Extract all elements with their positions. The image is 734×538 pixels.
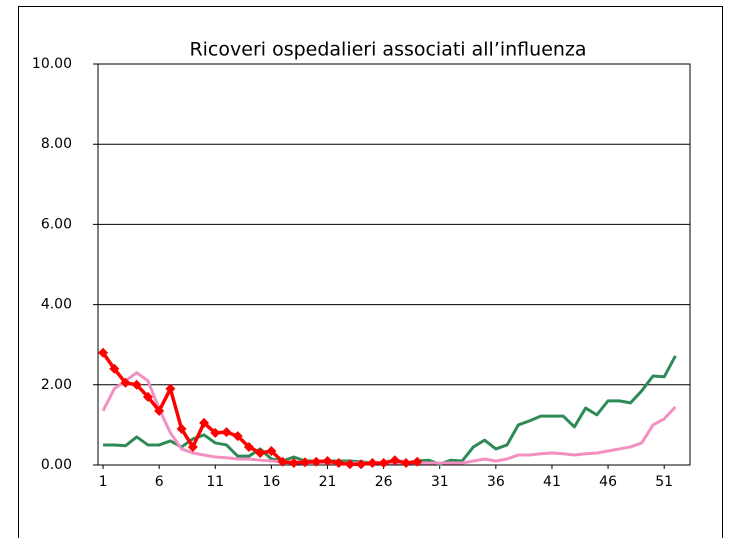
y-tick-label: 4.00 bbox=[41, 297, 72, 313]
x-tick-label: 6 bbox=[155, 474, 164, 490]
x-tick-label: 1 bbox=[99, 474, 108, 490]
y-tick-label: 10.00 bbox=[32, 56, 72, 72]
y-tick-label: 0.00 bbox=[41, 457, 72, 473]
data-point bbox=[187, 441, 198, 452]
data-point bbox=[300, 457, 311, 468]
y-tick-label: 8.00 bbox=[41, 136, 72, 152]
data-point bbox=[311, 456, 322, 467]
data-point bbox=[142, 391, 153, 402]
data-point bbox=[232, 431, 243, 442]
data-point bbox=[176, 423, 187, 434]
y-tick-label: 6.00 bbox=[41, 216, 72, 232]
data-point bbox=[109, 363, 120, 374]
data-point bbox=[288, 457, 299, 468]
data-point bbox=[98, 347, 109, 358]
data-point bbox=[333, 457, 344, 468]
data-point bbox=[378, 457, 389, 468]
x-tick-label: 46 bbox=[599, 474, 617, 490]
x-tick-label: 16 bbox=[262, 474, 280, 490]
data-point bbox=[367, 457, 378, 468]
data-point bbox=[401, 457, 412, 468]
x-tick-label: 26 bbox=[375, 474, 393, 490]
y-tick-label: 2.00 bbox=[41, 377, 72, 393]
chart-title: Ricoveri ospedalieri associati all’influ… bbox=[189, 39, 586, 61]
data-point bbox=[210, 427, 221, 438]
data-point bbox=[165, 383, 176, 394]
data-point bbox=[221, 427, 232, 438]
x-tick-label: 11 bbox=[206, 474, 224, 490]
x-tick-label: 51 bbox=[655, 474, 673, 490]
data-point bbox=[322, 455, 333, 466]
x-tick-label: 31 bbox=[431, 474, 449, 490]
data-point bbox=[344, 459, 355, 470]
data-point bbox=[120, 377, 131, 388]
data-point bbox=[199, 417, 210, 428]
x-tick-label: 36 bbox=[487, 474, 505, 490]
data-point bbox=[266, 445, 277, 456]
data-point bbox=[154, 405, 165, 416]
data-point bbox=[277, 456, 288, 467]
data-point bbox=[389, 455, 400, 466]
data-point bbox=[255, 447, 266, 458]
data-point bbox=[243, 441, 254, 452]
x-tick-label: 21 bbox=[319, 474, 337, 490]
data-point bbox=[412, 456, 423, 467]
data-point bbox=[356, 459, 367, 470]
x-tick-label: 41 bbox=[543, 474, 561, 490]
data-point bbox=[131, 379, 142, 390]
plot-area bbox=[97, 63, 691, 466]
